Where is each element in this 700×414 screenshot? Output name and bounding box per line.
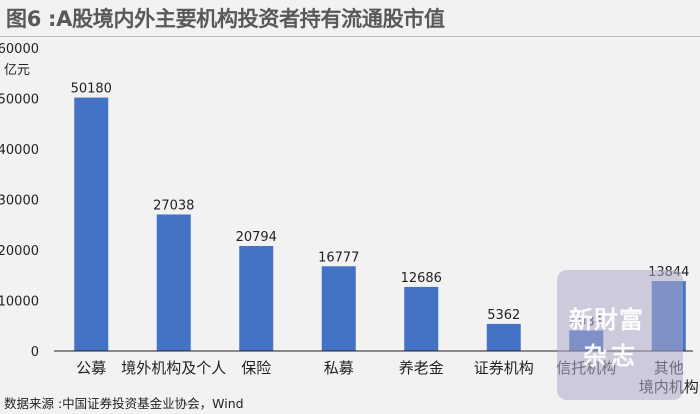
bar bbox=[486, 323, 521, 351]
watermark-line-2: 杂志 bbox=[583, 341, 639, 370]
x-category-label: 公募 bbox=[76, 359, 106, 377]
x-category-label: 保险 bbox=[241, 359, 271, 377]
title-divider bbox=[0, 36, 700, 37]
x-category-label: 私募 bbox=[324, 359, 354, 377]
bar bbox=[156, 214, 191, 351]
bar bbox=[321, 266, 356, 351]
bar-value-label: 20794 bbox=[236, 230, 277, 245]
bar-value-label: 16777 bbox=[318, 250, 359, 265]
x-category-label: 境外机构及个人 bbox=[121, 359, 226, 377]
bar bbox=[74, 97, 109, 351]
y-axis-label: 亿元 bbox=[4, 63, 30, 78]
x-category-label: 养老金 bbox=[399, 359, 444, 377]
y-tick-label: 20000 bbox=[0, 244, 39, 259]
y-tick-label: 10000 bbox=[0, 295, 39, 310]
y-tick-label: 60000 bbox=[0, 42, 39, 57]
bar-value-label: 50180 bbox=[71, 82, 112, 97]
bar-value-label: 5362 bbox=[487, 308, 520, 323]
bar-value-label: 27038 bbox=[153, 198, 194, 213]
y-tick-label: 30000 bbox=[0, 194, 39, 209]
chart-title: 图6 :A股境内外主要机构投资者持有流通股市值 bbox=[6, 7, 445, 31]
y-tick-label: 50000 bbox=[0, 93, 39, 108]
watermark-line-1: 新財富 bbox=[569, 305, 644, 334]
y-tick-label: 40000 bbox=[0, 143, 39, 158]
watermark-logo: 新財富 杂志 bbox=[557, 270, 683, 400]
bar bbox=[239, 245, 274, 351]
y-tick-label: 0 bbox=[31, 345, 39, 360]
x-category-label: 证券机构 bbox=[474, 359, 534, 377]
source-note: 数据来源 :中国证券投资基金业协会，Wind bbox=[4, 396, 244, 411]
bar-value-label: 12686 bbox=[401, 271, 442, 286]
bar bbox=[404, 286, 439, 351]
